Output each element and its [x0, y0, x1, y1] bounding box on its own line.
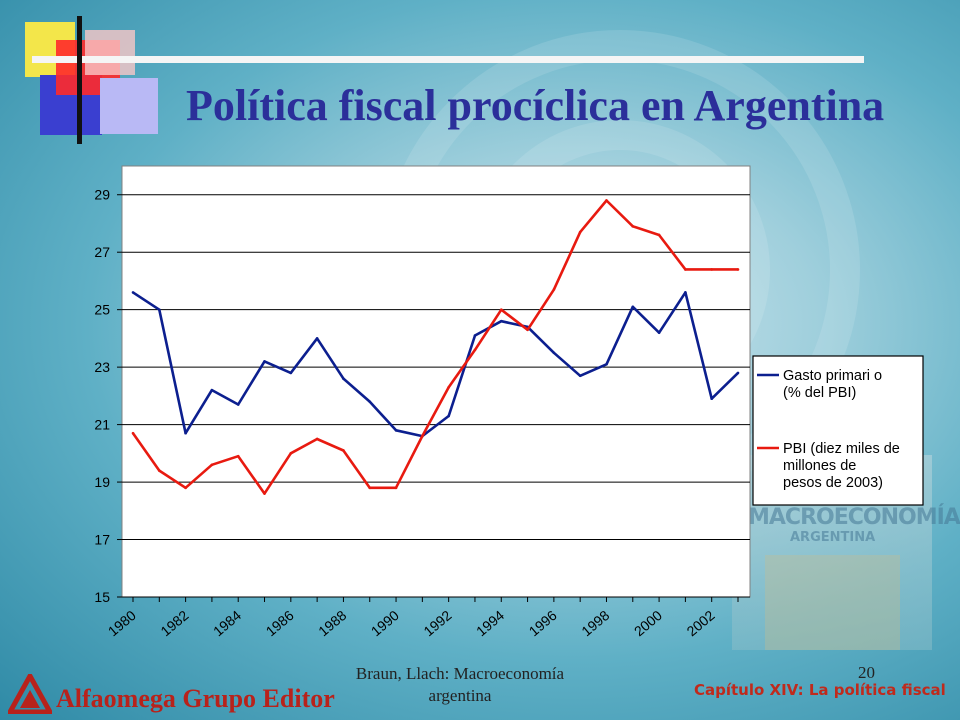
plot-area: [121, 165, 751, 598]
y-tick-label: 19: [94, 474, 110, 490]
data-point: [394, 429, 398, 432]
x-tick-label: 1980: [105, 607, 139, 639]
x-tick-label: 1982: [157, 607, 191, 639]
data-point: [631, 305, 635, 309]
data-point: [315, 437, 319, 441]
data-point: [184, 431, 187, 435]
data-point: [684, 268, 687, 271]
x-tick-label: 1986: [263, 607, 297, 639]
data-point: [394, 486, 398, 490]
data-point: [552, 351, 556, 355]
publisher-logo-icon: [8, 674, 52, 714]
data-point: [236, 454, 240, 458]
legend-label: Gasto primari o: [783, 368, 882, 384]
x-tick-label: 1996: [526, 607, 560, 639]
book-cover-subtitle: ARGENTINA: [790, 530, 876, 545]
y-tick-label: 25: [94, 302, 110, 318]
data-point: [447, 414, 450, 418]
series-line-pbi: [131, 199, 738, 495]
data-point: [131, 431, 135, 435]
legend-label: PBI (diez miles de: [783, 441, 900, 457]
chapter-label: Capítulo XIV: La política fiscal: [694, 681, 946, 699]
data-point: [710, 397, 713, 401]
x-tick-label: 2000: [631, 607, 665, 639]
x-tick-label: 1992: [420, 607, 454, 639]
data-point: [210, 463, 214, 467]
data-point: [736, 371, 740, 375]
data-point: [315, 337, 319, 340]
data-point: [578, 374, 582, 378]
data-point: [342, 449, 345, 452]
x-tick-label: 2002: [683, 607, 717, 639]
slide-title: Política fiscal procíclica en Argentina: [186, 81, 885, 130]
x-tick-label: 1994: [473, 607, 507, 639]
data-point: [368, 486, 372, 490]
data-point: [263, 360, 266, 363]
data-point: [657, 331, 661, 334]
footer-citation: Braun, Llach: Macroeconomía argentina: [355, 664, 565, 705]
data-point: [657, 233, 661, 237]
data-point: [605, 199, 608, 202]
book-cover-title: MACROECONOMÍA: [748, 505, 960, 530]
data-point: [131, 291, 135, 294]
data-point: [526, 328, 529, 332]
data-point: [210, 388, 214, 392]
title-vertical-rule: [77, 16, 82, 144]
data-point: [421, 434, 424, 438]
book-cover-image: [765, 555, 900, 650]
data-point: [184, 486, 187, 490]
data-point: [631, 225, 635, 228]
data-point: [342, 377, 345, 380]
legend-label: pesos de 2003): [783, 475, 883, 491]
data-point: [236, 403, 240, 406]
data-point: [552, 288, 556, 291]
data-point: [605, 362, 608, 366]
data-point: [158, 469, 161, 472]
data-point: [263, 492, 266, 495]
title-rule: [32, 56, 864, 63]
legend-label: (% del PBI): [783, 385, 856, 401]
y-tick-label: 27: [94, 244, 110, 260]
publisher-name: Alfaomega Grupo Editor: [56, 684, 335, 713]
data-point: [499, 319, 503, 323]
legend-box: [752, 355, 924, 506]
data-point: [289, 452, 293, 455]
x-tick-label: 1990: [368, 607, 402, 639]
x-tick-label: 1984: [210, 607, 244, 639]
data-point: [736, 268, 740, 271]
page-number: 20: [858, 663, 875, 682]
data-point: [684, 291, 687, 294]
data-point: [473, 334, 477, 337]
x-tick-label: 1988: [315, 607, 349, 639]
data-point: [499, 308, 503, 311]
data-point: [158, 308, 161, 311]
y-tick-label: 23: [94, 359, 110, 375]
x-tick-label: 1998: [578, 607, 612, 639]
y-tick-label: 21: [94, 417, 110, 433]
data-point: [447, 385, 450, 389]
legend-label: millones de: [783, 458, 856, 474]
data-point: [473, 348, 477, 352]
y-tick-label: 17: [94, 532, 110, 548]
series-line-gasto: [132, 291, 739, 438]
data-point: [289, 371, 293, 375]
y-tick-label: 15: [94, 589, 110, 605]
data-point: [578, 230, 582, 234]
y-tick-label: 29: [94, 187, 110, 203]
data-point: [710, 268, 713, 271]
data-point: [368, 400, 372, 403]
